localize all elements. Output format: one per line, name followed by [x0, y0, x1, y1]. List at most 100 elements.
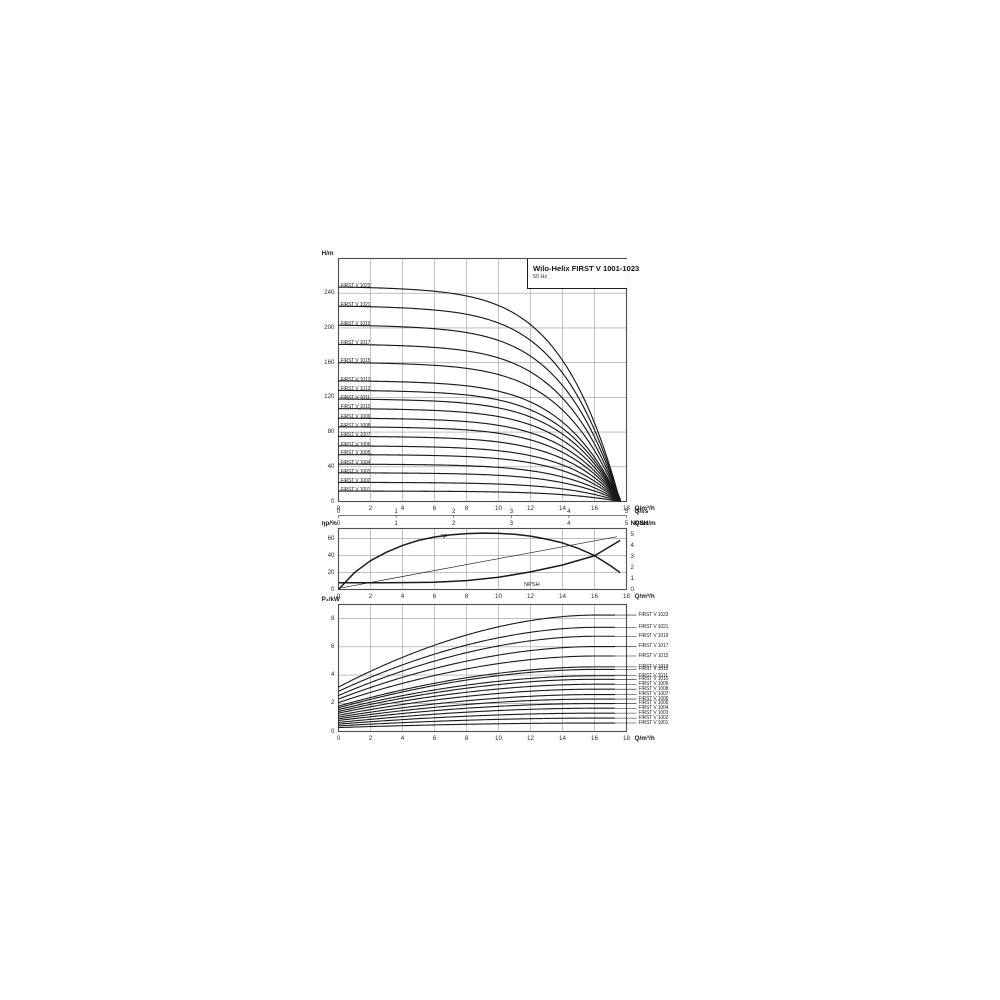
power-curve-label: FIRST V 1001	[638, 719, 669, 726]
power-x-tick: 10	[495, 734, 502, 742]
npsh-y-tick: 2	[630, 563, 634, 571]
chart-title-box	[527, 258, 627, 289]
head-y-tick: 40	[327, 462, 335, 470]
head-curve-label: FIRST V 1017	[340, 340, 371, 347]
head-curve-label: FIRST V 1023	[340, 282, 371, 289]
eff-y-tick: 20	[327, 568, 335, 576]
head-curve-label: FIRST V 1007	[340, 432, 371, 439]
power-y-tick: 6	[331, 642, 335, 650]
power-x-tick: 2	[368, 734, 373, 742]
eff-x2-axis-label: Q/l/s	[634, 519, 649, 527]
head-x2-tick: 1	[394, 507, 398, 515]
power-curve-label: FIRST V 1008	[638, 685, 669, 692]
npsh-y-tick: 1	[630, 574, 634, 582]
head-x-tick: 10	[495, 504, 502, 512]
head-x-tick: 2	[368, 504, 373, 512]
power-curve-label: FIRST V 1002	[638, 714, 669, 721]
power-curve-label: FIRST V 1013	[638, 663, 669, 670]
head-y-tick: 160	[324, 358, 335, 366]
head-curve-label: FIRST V 1003	[340, 468, 371, 475]
head-y-tick: 240	[324, 289, 335, 297]
power-x-tick: 4	[400, 734, 405, 742]
head-x-tick: 18	[623, 504, 630, 512]
npsh-y-tick: 0	[630, 585, 634, 593]
head-y-axis-label: H/m	[321, 249, 334, 257]
head-y-tick: 200	[324, 323, 335, 331]
head-x2-tick: 0	[336, 507, 341, 515]
eff-x-tick: 12	[527, 592, 534, 600]
power-curve-label: FIRST V 1019	[638, 633, 669, 640]
head-x2-tick: 2	[451, 507, 456, 515]
npsh-curve-annotation: NPSH	[524, 581, 540, 588]
eff-y-tick: 60	[327, 534, 335, 542]
head-x-tick: 6	[432, 504, 437, 512]
eff-x-tick: 2	[368, 592, 373, 600]
power-x-tick: 0	[336, 734, 341, 742]
head-curve-label: FIRST V 1002	[340, 478, 371, 485]
head-curve-label: FIRST V 1008	[340, 422, 371, 429]
power-y-tick: 2	[331, 699, 335, 707]
npsh-y-axis-label: NPSH/m	[630, 519, 656, 527]
head-curve-label: FIRST V 1006	[340, 441, 371, 448]
power-y-tick: 8	[331, 614, 335, 622]
head-y-tick: 80	[327, 428, 335, 436]
power-x-tick: 8	[464, 734, 469, 742]
chart-subtitle: 50 Hz	[533, 273, 548, 280]
head-x-tick: 14	[559, 504, 566, 512]
power-curve-label: FIRST V 1015	[638, 652, 669, 659]
head-x2-axis-label: Q/l/s	[634, 507, 649, 515]
power-curve-label: FIRST V 1012	[638, 666, 669, 673]
power-x-axis-label: Q/m³/h	[634, 734, 655, 742]
npsh-y-tick: 3	[630, 552, 634, 560]
power-x-tick: 14	[559, 734, 566, 742]
head-x2-tick: 5	[624, 507, 629, 515]
eff-x2-tick: 5	[624, 519, 629, 527]
head-y-tick: 120	[324, 393, 335, 401]
head-curve-label: FIRST V 1005	[340, 450, 371, 457]
head-curve-label: FIRST V 1015	[340, 358, 371, 365]
eff-x-tick: 10	[495, 592, 502, 600]
eff-x-tick: 0	[336, 592, 341, 600]
head-curve-label: FIRST V 1004	[340, 459, 371, 466]
power-y-tick: 0	[331, 727, 335, 735]
head-x-tick: 4	[400, 504, 405, 512]
power-curve-label: FIRST V 1021	[638, 624, 669, 631]
eff-y-axis-label: ηp/%	[321, 519, 337, 527]
power-x-tick: 12	[527, 734, 534, 742]
head-x-axis-label: Q/m³/h	[634, 504, 655, 512]
head-curve-label: FIRST V 1012	[340, 386, 371, 393]
head-curve-label: FIRST V 1011	[340, 394, 371, 401]
head-x-tick: 8	[464, 504, 469, 512]
head-curve-label: FIRST V 1021	[340, 302, 371, 309]
eff-x2-tick: 2	[451, 519, 456, 527]
eff-x-tick: 18	[623, 592, 630, 600]
eff-x-tick: 14	[559, 592, 566, 600]
power-curve-label: FIRST V 1017	[638, 643, 669, 650]
eff-x-tick: 6	[432, 592, 437, 600]
head-x-tick: 0	[336, 504, 341, 512]
head-curve-label: FIRST V 1001	[340, 486, 371, 493]
power-x-tick: 18	[623, 734, 630, 742]
head-x2-tick: 3	[509, 507, 514, 515]
eff-x2-tick: 0	[336, 519, 341, 527]
eff-x-tick: 4	[400, 592, 405, 600]
eff-x-tick: 16	[591, 592, 598, 600]
power-curve-label: FIRST V 1011	[638, 672, 669, 679]
power-curve-label: FIRST V 1006	[638, 695, 669, 702]
power-curve-label: FIRST V 1005	[638, 700, 669, 707]
npsh-y-tick: 5	[630, 531, 634, 539]
head-curve-label: FIRST V 1010	[340, 404, 371, 411]
eff-x-tick: 8	[464, 592, 469, 600]
head-curve-label: FIRST V 1009	[340, 413, 371, 420]
power-x-tick: 6	[432, 734, 437, 742]
head-x-tick: 16	[591, 504, 598, 512]
eff-y-tick: 0	[331, 585, 335, 593]
power-curve-label: FIRST V 1004	[638, 705, 669, 712]
power-curve-label: FIRST V 1009	[638, 681, 669, 688]
power-curve-label: FIRST V 1023	[638, 611, 669, 618]
